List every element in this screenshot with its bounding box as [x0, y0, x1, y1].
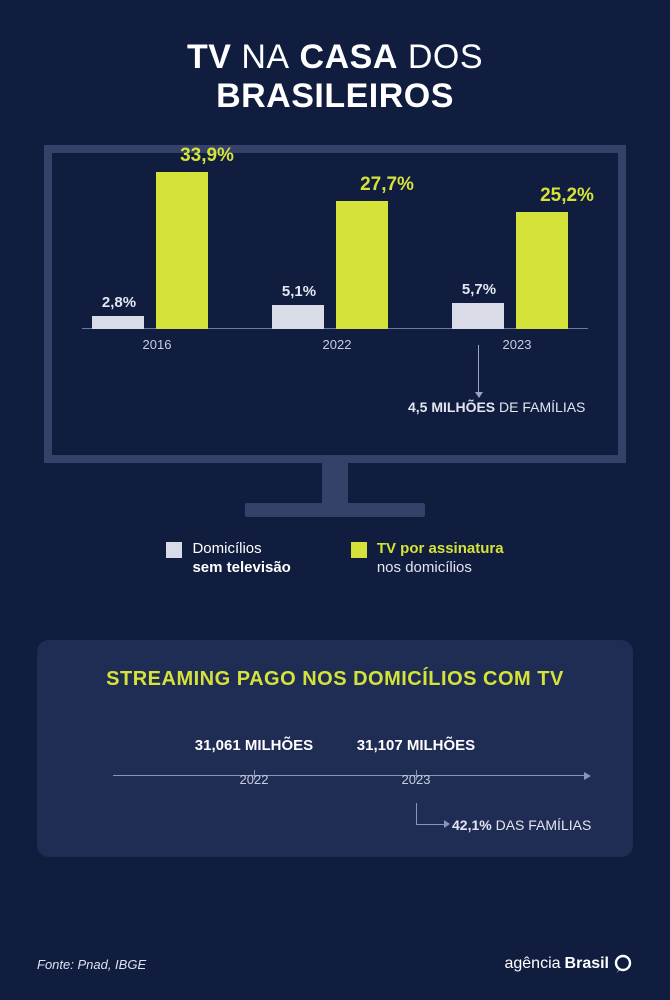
tv-base	[245, 503, 425, 517]
timeline-item: 31,107 MILHÕES 2023	[357, 737, 475, 787]
source-text: Fonte: Pnad, IBGE	[37, 957, 146, 972]
streaming-panel: STREAMING PAGO NOS DOMICÍLIOS COM TV 31,…	[37, 640, 633, 857]
chart-annotation: 4,5 MILHÕES DE FAMÍLIAS	[408, 399, 585, 415]
bar-year: 2016	[82, 337, 232, 352]
legend-swatch	[351, 542, 367, 558]
annotation-bold: 4,5 MILHÕES	[408, 399, 495, 415]
panel-title: STREAMING PAGO NOS DOMICÍLIOS COM TV	[65, 668, 605, 691]
title-word: CASA	[300, 38, 398, 76]
panel-annotation: 42,1% DAS FAMÍLIAS	[452, 817, 591, 833]
timeline-value: 31,107 MILHÕES	[357, 737, 475, 754]
annotation-bold: 42,1%	[452, 817, 492, 833]
tv-neck	[322, 463, 348, 503]
bar-s2	[516, 212, 568, 329]
timeline-value: 31,061 MILHÕES	[195, 737, 313, 754]
tv-monitor: 2,8% 33,9% 2016 5,1% 27,7% 2022 5,7% 25,…	[44, 145, 626, 517]
timeline-axis	[113, 775, 585, 776]
main-title: TV NA CASA DOS BRASILEIROS	[0, 0, 670, 116]
bar-value: 25,2%	[492, 185, 642, 207]
legend-line: Domicílios	[192, 540, 261, 557]
bar-s1	[92, 316, 144, 329]
brand-speech-icon	[613, 954, 633, 974]
legend-item-s2: TV por assinatura nos domicílios	[351, 540, 504, 578]
timeline-year: 2023	[357, 772, 475, 787]
tv-screen: 2,8% 33,9% 2016 5,1% 27,7% 2022 5,7% 25,…	[44, 145, 626, 463]
bar-s1	[272, 305, 324, 329]
brand-bold: Brasil	[565, 955, 609, 973]
legend-item-s1: Domicílios sem televisão	[166, 540, 290, 578]
bar-s1	[452, 303, 504, 329]
bar-value: 33,9%	[132, 145, 282, 167]
legend-text: TV por assinatura nos domicílios	[377, 540, 504, 578]
timeline: 31,061 MILHÕES 2022 31,107 MILHÕES 2023 …	[65, 731, 605, 821]
bar-chart: 2,8% 33,9% 2016 5,1% 27,7% 2022 5,7% 25,…	[82, 173, 588, 365]
title-word: TV	[187, 38, 231, 76]
annotation-rest: DAS FAMÍLIAS	[492, 817, 592, 833]
annotation-rest: DE FAMÍLIAS	[495, 399, 585, 415]
timeline-item: 31,061 MILHÕES 2022	[195, 737, 313, 787]
title-word: DOS	[408, 38, 483, 76]
bar-year: 2022	[262, 337, 412, 352]
brand-logo: agência Brasil	[504, 954, 633, 974]
annotation-arrow	[416, 803, 444, 825]
brand-thin: agência	[504, 955, 560, 973]
title-word: BRASILEIROS	[216, 77, 454, 115]
legend-line: TV por assinatura	[377, 540, 504, 557]
chart-legend: Domicílios sem televisão TV por assinatu…	[0, 540, 670, 578]
bar-s2	[156, 172, 208, 329]
title-word: NA	[241, 38, 289, 76]
bar-s2	[336, 201, 388, 329]
legend-line: sem televisão	[192, 559, 290, 576]
bar-value: 27,7%	[312, 174, 462, 196]
timeline-year: 2022	[195, 772, 313, 787]
footer: Fonte: Pnad, IBGE agência Brasil	[37, 954, 633, 974]
legend-swatch	[166, 542, 182, 558]
legend-line: nos domicílios	[377, 559, 472, 576]
bar-year: 2023	[442, 337, 592, 352]
annotation-arrow	[478, 345, 479, 393]
legend-text: Domicílios sem televisão	[192, 540, 290, 578]
